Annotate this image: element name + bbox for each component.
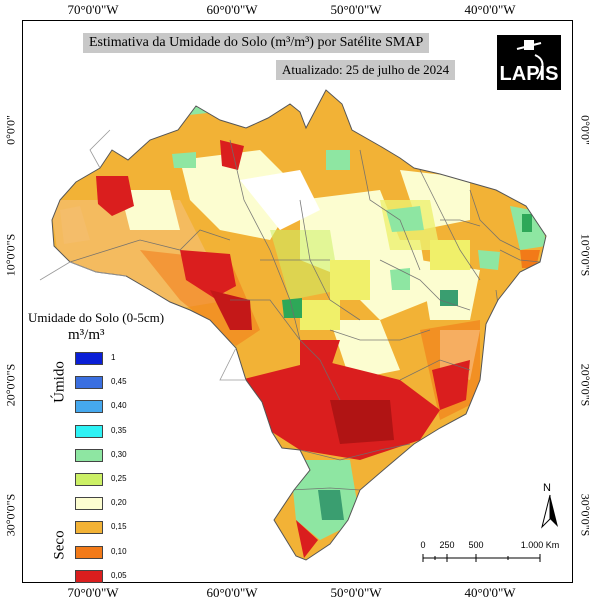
longitude-label-70w: 70°0'0"W xyxy=(67,2,119,17)
latitude-label-20s: 20°0'0"S xyxy=(3,363,18,407)
longitude-label-60w: 60°0'0"W xyxy=(206,2,258,17)
legend-label: 0,20 xyxy=(111,498,127,508)
latitude-label-0-right: 0°0'0" xyxy=(578,115,593,145)
legend-label: 0,40 xyxy=(111,401,127,411)
legend-label: 0,15 xyxy=(111,522,127,532)
scale-label-250: 250 xyxy=(439,540,455,550)
legend-item: 0,35 xyxy=(75,424,175,439)
legend-label: 1 xyxy=(111,353,116,362)
scale-label-1000: 1.000 Km xyxy=(520,540,560,550)
legend-item: 0,20 xyxy=(75,497,175,511)
legend-swatch xyxy=(75,545,103,559)
longitude-label-40w: 40°0'0"W xyxy=(464,2,516,17)
legend-label: 0,25 xyxy=(111,474,127,483)
legend-label: 0,10 xyxy=(111,546,127,556)
legend-item: 0,45 xyxy=(75,376,175,390)
legend-item: 0,40 xyxy=(75,400,175,414)
legend-item: 0,30 xyxy=(75,448,175,463)
legend-wet-label: Úmido xyxy=(51,361,68,403)
longitude-label-70w-bottom: 70°0'0"W xyxy=(67,585,119,600)
scale-bar xyxy=(422,554,541,562)
legend-swatch xyxy=(75,473,103,486)
latitude-label-20s-right: 20°0'0"S xyxy=(578,363,593,407)
scale-label-500: 500 xyxy=(468,540,484,550)
map-title: Estimativa da Umidade do Solo (m³/m³) po… xyxy=(83,33,430,53)
legend-item: 0,10 xyxy=(75,545,175,560)
legend-swatch xyxy=(75,400,103,414)
legend-swatch xyxy=(75,521,103,535)
latitude-label-30s-right: 30°0'0"S xyxy=(578,493,593,537)
legend-swatch xyxy=(75,376,103,390)
legend-swatch xyxy=(75,448,103,462)
legend-dry-label: Seco xyxy=(51,530,68,560)
legend-item: 1 xyxy=(75,352,175,366)
longitude-label-50w: 50°0'0"W xyxy=(330,2,382,17)
longitude-label-50w-bottom: 50°0'0"W xyxy=(330,585,382,600)
legend-swatch xyxy=(75,424,103,438)
updated-date: Atualizado: 25 de julho de 2024 xyxy=(276,60,456,80)
latitude-label-10s-right: 10°0'0"S xyxy=(578,233,593,277)
legend-label: 0,45 xyxy=(111,377,127,387)
north-arrow-icon xyxy=(541,494,558,529)
latitude-label-10s: 10°0'0"S xyxy=(3,233,18,277)
legend-item: 0,05 xyxy=(75,569,175,584)
latitude-label-0: 0°0'0" xyxy=(3,115,18,145)
north-label: N xyxy=(543,482,551,494)
legend-swatch xyxy=(75,352,103,365)
logo-text: LAPIS xyxy=(499,63,559,85)
latitude-label-30s: 30°0'0"S xyxy=(3,493,18,537)
legend-swatch xyxy=(75,569,103,583)
legend-label: 0,35 xyxy=(111,425,127,435)
legend-unit: m³/m³ xyxy=(68,327,105,343)
legend-item: 0,15 xyxy=(75,521,175,535)
legend-title: Umidade do Solo (0-5cm) xyxy=(28,310,165,325)
legend-swatch xyxy=(75,497,103,511)
legend-label: 0,05 xyxy=(111,570,127,580)
lapis-logo: LAPIS xyxy=(497,35,561,90)
scale-label-0: 0 xyxy=(420,540,426,550)
legend-label: 0,30 xyxy=(111,449,127,459)
longitude-label-40w-bottom: 40°0'0"W xyxy=(464,585,516,600)
longitude-label-60w-bottom: 60°0'0"W xyxy=(206,585,258,600)
satellite-icon xyxy=(516,40,544,80)
legend-item: 0,25 xyxy=(75,473,175,487)
